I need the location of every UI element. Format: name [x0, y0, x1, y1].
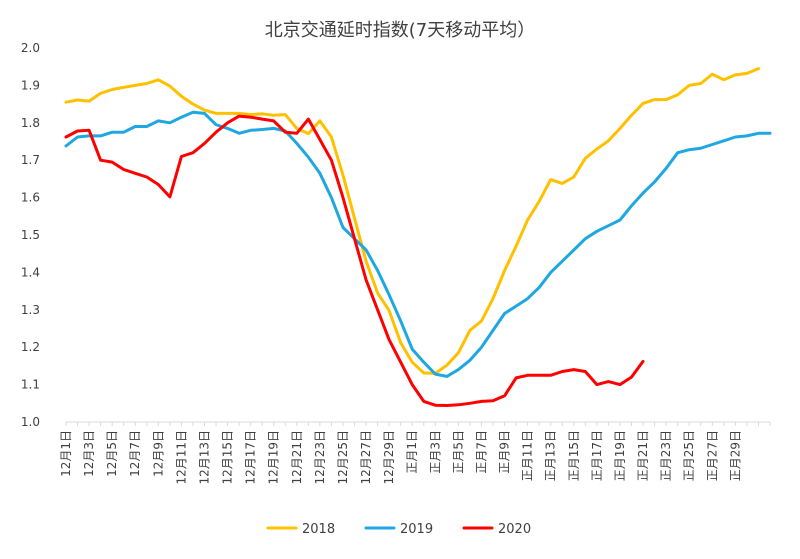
x-tick-label: 正月29日 — [728, 430, 742, 481]
x-tick-label: 12月25日 — [336, 430, 350, 485]
x-tick-label: 12月19日 — [267, 430, 281, 485]
chart-title: 北京交通延时指数(7天移动平均） — [265, 20, 535, 41]
x-tick-label: 12月3日 — [82, 430, 96, 477]
x-tick-label: 正月25日 — [682, 430, 696, 481]
legend-label: 2018 — [302, 522, 335, 537]
y-tick-label: 1.6 — [21, 191, 40, 205]
y-tick-label: 1.7 — [21, 153, 40, 167]
x-tick-label: 正月7日 — [474, 430, 488, 474]
x-tick-label: 12月13日 — [197, 430, 211, 485]
x-tick-label: 12月7日 — [128, 430, 142, 477]
x-tick-label: 正月19日 — [613, 430, 627, 481]
x-tick-label: 12月23日 — [313, 430, 327, 485]
x-tick-label: 正月11日 — [521, 430, 535, 481]
legend-label: 2020 — [498, 522, 531, 537]
x-tick-label: 正月3日 — [428, 430, 442, 474]
y-tick-label: 1.8 — [21, 116, 40, 130]
x-tick-label: 正月17日 — [590, 430, 604, 481]
x-tick-label: 12月27日 — [359, 430, 373, 485]
x-tick-label: 正月27日 — [705, 430, 719, 481]
series-line-2020 — [64, 114, 645, 407]
x-tick-label: 12月1日 — [59, 430, 73, 477]
y-tick-label: 1.5 — [21, 228, 40, 242]
x-tick-label: 12月5日 — [105, 430, 119, 477]
x-tick-label: 正月23日 — [659, 430, 673, 481]
y-tick-label: 1.1 — [21, 378, 40, 392]
y-axis: 1.0 1.1 1.2 1.3 1.4 1.5 1.6 1.7 1.8 1.9 2.0 — [21, 41, 40, 429]
x-tick-label: 正月13日 — [544, 430, 558, 481]
legend-label: 2019 — [400, 522, 433, 537]
series-line-2019 — [64, 110, 772, 378]
x-tick-label: 正月5日 — [451, 430, 465, 474]
series-line-2018 — [64, 67, 760, 375]
x-tick-label: 12月17日 — [244, 430, 258, 485]
x-tick-label: 12月9日 — [151, 430, 165, 477]
x-tick-label: 正月21日 — [636, 430, 650, 481]
y-tick-label: 1.2 — [21, 340, 40, 354]
x-tick-label: 正月15日 — [567, 430, 581, 481]
x-tick-label: 正月9日 — [498, 430, 512, 474]
y-tick-label: 2.0 — [21, 41, 40, 55]
x-tick-label: 12月11日 — [174, 430, 188, 485]
x-tick-label: 12月15日 — [221, 430, 235, 485]
plot-area — [64, 67, 772, 407]
x-tick-label: 正月1日 — [405, 430, 419, 474]
legend: 2018 2019 2020 — [266, 522, 531, 537]
y-tick-label: 1.9 — [21, 78, 40, 92]
x-tick-label: 12月21日 — [290, 430, 304, 485]
y-tick-label: 1.4 — [21, 265, 40, 279]
x-axis: 12月1日 12月3日 12月5日 12月7日 12月9日 12月11日 12月13日 12月… — [59, 421, 771, 485]
y-tick-label: 1.3 — [21, 303, 40, 317]
y-tick-label: 1.0 — [21, 415, 40, 429]
x-tick-label: 12月29日 — [382, 430, 396, 485]
